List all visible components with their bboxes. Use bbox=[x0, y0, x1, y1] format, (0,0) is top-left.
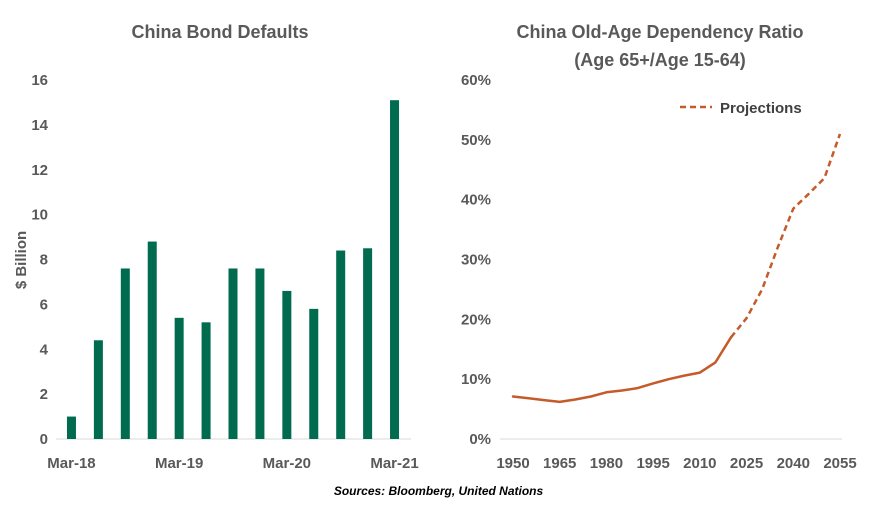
line-chart-x-axis: 1950 1965 1980 1995 2010 2025 2040 2055 bbox=[496, 455, 856, 472]
bar-chart-x-tick: Mar-19 bbox=[155, 455, 203, 472]
bar-chart-y-tick: 0 bbox=[40, 431, 48, 448]
bar bbox=[336, 250, 346, 439]
bar-chart-ylabel: $ Billion bbox=[13, 231, 30, 289]
bar-chart-title: China Bond Defaults bbox=[131, 22, 308, 42]
bar bbox=[255, 268, 265, 439]
bar bbox=[93, 340, 103, 439]
bar-chart-y-tick: 12 bbox=[31, 162, 48, 179]
projection-line bbox=[730, 133, 842, 339]
line-chart-y-tick: 60% bbox=[461, 72, 491, 89]
line-chart-title: China Old-Age Dependency Ratio bbox=[516, 22, 803, 42]
line-chart-subtitle: (Age 65+/Age 15-64) bbox=[574, 50, 746, 70]
bar-chart-y-tick: 2 bbox=[40, 386, 48, 403]
bar bbox=[363, 248, 373, 439]
bar bbox=[201, 322, 211, 439]
bar-chart-x-axis: Mar-18 Mar-19 Mar-20 Mar-21 bbox=[47, 455, 418, 472]
bar-chart-y-tick: 4 bbox=[40, 341, 49, 358]
line-chart-y-tick: 50% bbox=[461, 132, 491, 149]
line-chart-x-tick: 2025 bbox=[730, 455, 763, 472]
line-chart-y-tick: 40% bbox=[461, 192, 491, 209]
line-chart-y-axis: 0% 10% 20% 30% 40% 50% 60% bbox=[461, 72, 491, 448]
bar bbox=[66, 416, 76, 439]
bar bbox=[228, 268, 238, 439]
line-chart-x-tick: 2040 bbox=[777, 455, 810, 472]
bar-chart-y-tick: 10 bbox=[31, 207, 48, 224]
bar bbox=[147, 241, 157, 439]
line-chart-y-tick: 10% bbox=[461, 371, 491, 388]
bar-chart-y-tick: 14 bbox=[31, 117, 48, 134]
line-chart-x-tick: 1950 bbox=[496, 455, 529, 472]
bar bbox=[390, 100, 400, 439]
line-chart-series bbox=[511, 133, 842, 404]
source-note: Sources: Bloomberg, United Nations bbox=[333, 484, 544, 498]
bar-chart-y-tick: 6 bbox=[40, 296, 48, 313]
bar-chart-y-tick: 8 bbox=[40, 252, 48, 269]
line-chart-y-tick: 20% bbox=[461, 311, 491, 328]
bar-chart-x-tick: Mar-18 bbox=[47, 455, 95, 472]
bar-chart-bars bbox=[66, 100, 400, 439]
line-chart-y-tick: 30% bbox=[461, 252, 491, 269]
bar-chart-x-tick: Mar-20 bbox=[263, 455, 311, 472]
bar-chart-x-tick: Mar-21 bbox=[370, 455, 418, 472]
line-chart-x-tick: 2010 bbox=[683, 455, 716, 472]
bar-chart-y-tick: 16 bbox=[31, 72, 48, 89]
bar bbox=[120, 268, 130, 439]
historical-line bbox=[511, 336, 733, 404]
bar-chart-y-axis: 0 2 4 6 8 10 12 14 16 bbox=[31, 72, 48, 448]
bar bbox=[174, 317, 184, 439]
line-chart-x-tick: 1965 bbox=[543, 455, 576, 472]
line-chart-x-tick: 1980 bbox=[590, 455, 623, 472]
line-chart-x-tick: 2055 bbox=[823, 455, 856, 472]
bar bbox=[309, 308, 319, 439]
bar bbox=[282, 290, 292, 439]
legend-projections-label: Projections bbox=[720, 100, 802, 117]
line-chart-y-tick: 0% bbox=[469, 431, 491, 448]
line-chart-x-tick: 1995 bbox=[636, 455, 669, 472]
